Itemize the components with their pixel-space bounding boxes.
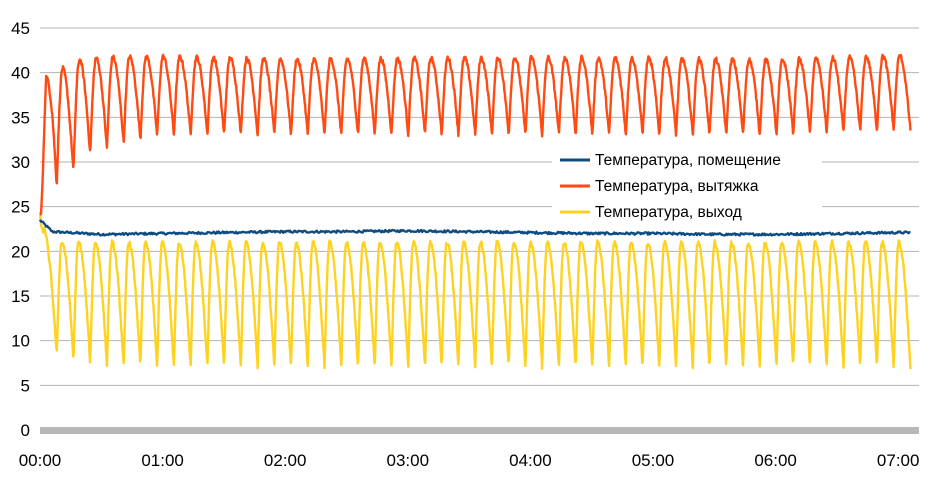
y-tick-label: 40 xyxy=(11,64,30,83)
legend-label-2: Температура, выход xyxy=(595,204,742,221)
x-tick-label: 02:00 xyxy=(264,451,307,470)
y-tick-label: 45 xyxy=(11,19,30,38)
legend-label-0: Температура, помещение xyxy=(595,152,781,169)
x-tick-label: 04:00 xyxy=(509,451,552,470)
series-line-2 xyxy=(38,212,912,370)
x-axis-ticks: 00:00 01:00 02:00 03:00 04:00 05:00 06:00 07:00 xyxy=(19,451,920,470)
legend-background xyxy=(552,144,822,230)
y-tick-label: 30 xyxy=(11,153,30,172)
y-axis-ticks: 0 5 10 15 20 25 30 35 40 45 xyxy=(11,19,30,440)
x-tick-label: 05:00 xyxy=(632,451,675,470)
y-tick-label: 15 xyxy=(11,287,30,306)
x-tick-label: 03:00 xyxy=(387,451,430,470)
y-tick-label: 10 xyxy=(11,332,30,351)
series-line-0 xyxy=(38,219,911,237)
legend-label-1: Температура, вытяжка xyxy=(595,178,759,195)
x-tick-label: 00:00 xyxy=(19,451,62,470)
x-tick-label: 07:00 xyxy=(877,451,920,470)
x-tick-label: 01:00 xyxy=(141,451,184,470)
y-tick-label: 20 xyxy=(11,242,30,261)
y-tick-label: 5 xyxy=(21,376,30,395)
y-tick-label: 0 xyxy=(21,421,30,440)
x-axis-baseline xyxy=(40,427,919,434)
series-line-1 xyxy=(39,53,912,216)
x-tick-label: 06:00 xyxy=(754,451,797,470)
y-tick-label: 25 xyxy=(11,198,30,217)
legend: Температура, помещение Температура, вытяж… xyxy=(552,144,822,230)
series-lines xyxy=(38,53,912,370)
y-tick-label: 35 xyxy=(11,108,30,127)
